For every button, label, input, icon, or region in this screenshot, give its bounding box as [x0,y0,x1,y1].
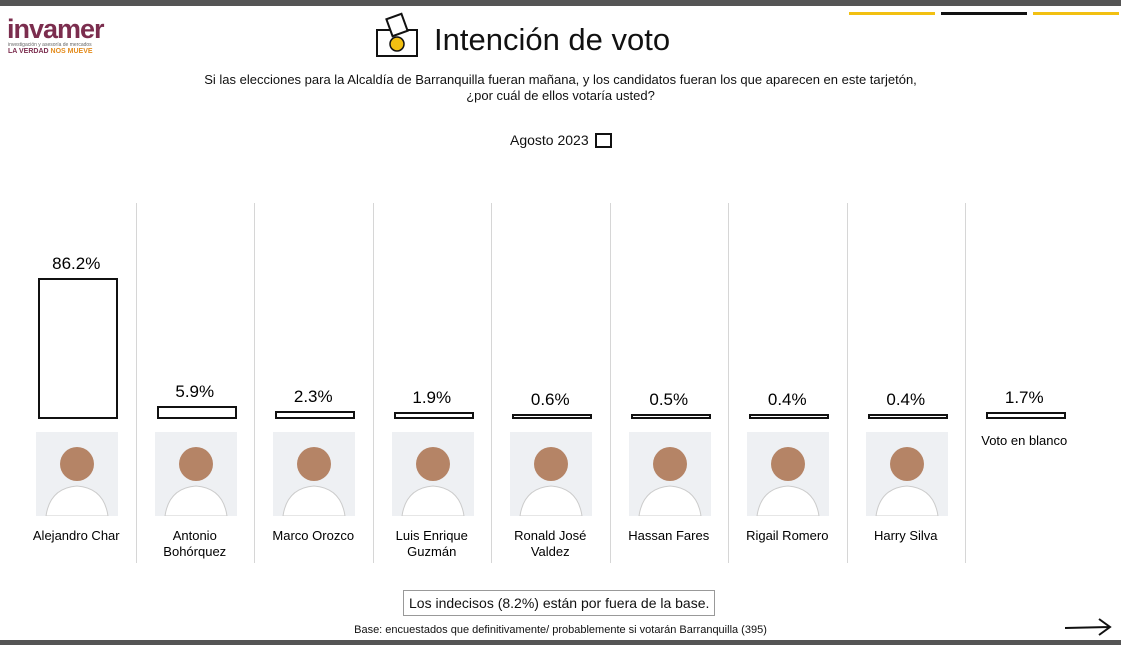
value-label: 86.2% [52,253,101,273]
subtitle: ¿por cuál de ellos votaría usted? [466,88,655,103]
chart-title: Intención de voto [434,22,671,57]
column-separator [254,203,255,563]
bar [986,412,1067,419]
category-label: Ronald José Valdez [514,528,587,559]
bar [156,405,237,419]
logo-slogan: LA VERDAD NOS MUEVE [8,48,93,55]
value-label: 0.4% [767,390,807,410]
bar [867,414,948,419]
next-arrow[interactable] [1063,616,1115,638]
footnote: Base: encuestados que definitivamente/ p… [354,624,767,636]
column-separator [135,203,137,563]
candidate-photo [747,432,830,516]
photo-placeholder [638,447,702,516]
candidate-photo [154,432,237,516]
period-box [595,133,612,148]
candidate-photo [36,432,119,516]
top-bar [0,0,1121,6]
note: Los indecisos (8.2%) están por fuera de … [403,590,716,616]
category-label: Hassan Fares [628,528,710,543]
column-separator [728,203,729,563]
candidate-photo [628,432,711,516]
slogan-b: NOS MUEVE [50,48,93,55]
slogan-a: LA VERDAD [8,48,49,55]
photo-placeholder [401,447,465,516]
column-separator [372,203,374,563]
bottom-bar [0,640,1121,645]
column-separator [965,203,966,563]
accent-line [1033,12,1119,15]
period: Agosto 2023 [510,132,589,148]
photo-placeholder [282,447,346,516]
value-label: 2.3% [293,387,333,407]
bar [749,414,830,419]
value-label: 0.6% [530,390,570,410]
candidate-photo [273,432,356,516]
candidate-photo [865,432,948,516]
category-label: Marco Orozco [272,528,355,543]
subtitle: Si las elecciones para la Alcaldía de Ba… [204,72,917,87]
category-label: Alejandro Char [32,528,120,543]
photo-placeholder [164,447,228,516]
bar [38,277,119,419]
bar [275,411,356,419]
bar [512,414,593,419]
accent-line [941,12,1027,15]
value-label: 0.5% [649,390,689,410]
ballot-icon [376,12,418,57]
category-label: Antonio Bohórquez [163,528,227,559]
candidate-photo [391,432,474,516]
column-separator [491,203,492,563]
value-label: 0.4% [886,390,926,410]
value-label: 5.9% [175,381,215,401]
logo-brand: invamer [7,14,105,44]
column-separator [609,203,611,563]
bar [630,414,711,419]
candidate-photo [510,432,593,516]
photo-placeholder [519,447,583,516]
photo-placeholder [875,447,939,516]
category-label: Rigail Romero [746,528,829,543]
photo-placeholder [45,447,109,516]
accent-line [849,12,935,15]
category-label: Luis Enrique Guzmán [395,528,468,559]
photo-placeholder [756,447,820,516]
logo-tagline: investigación y asesoría de mercados [8,42,92,48]
column-separator [846,203,848,563]
bar [393,411,474,419]
value-label: 1.7% [1004,388,1044,408]
value-label: 1.9% [412,387,452,407]
category-label: Voto en blanco [981,433,1068,448]
category-label: Harry Silva [873,528,938,543]
